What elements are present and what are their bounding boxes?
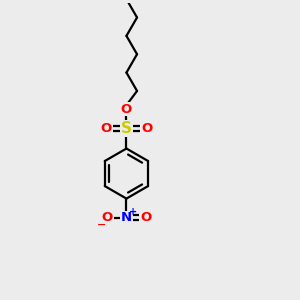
Text: O: O [140, 211, 151, 224]
Text: O: O [101, 122, 112, 135]
Text: O: O [102, 211, 113, 224]
Text: +: + [129, 207, 137, 217]
Text: −: − [97, 220, 106, 230]
Text: O: O [141, 122, 152, 135]
Text: S: S [121, 121, 132, 136]
Text: N: N [121, 211, 132, 224]
Text: O: O [121, 103, 132, 116]
